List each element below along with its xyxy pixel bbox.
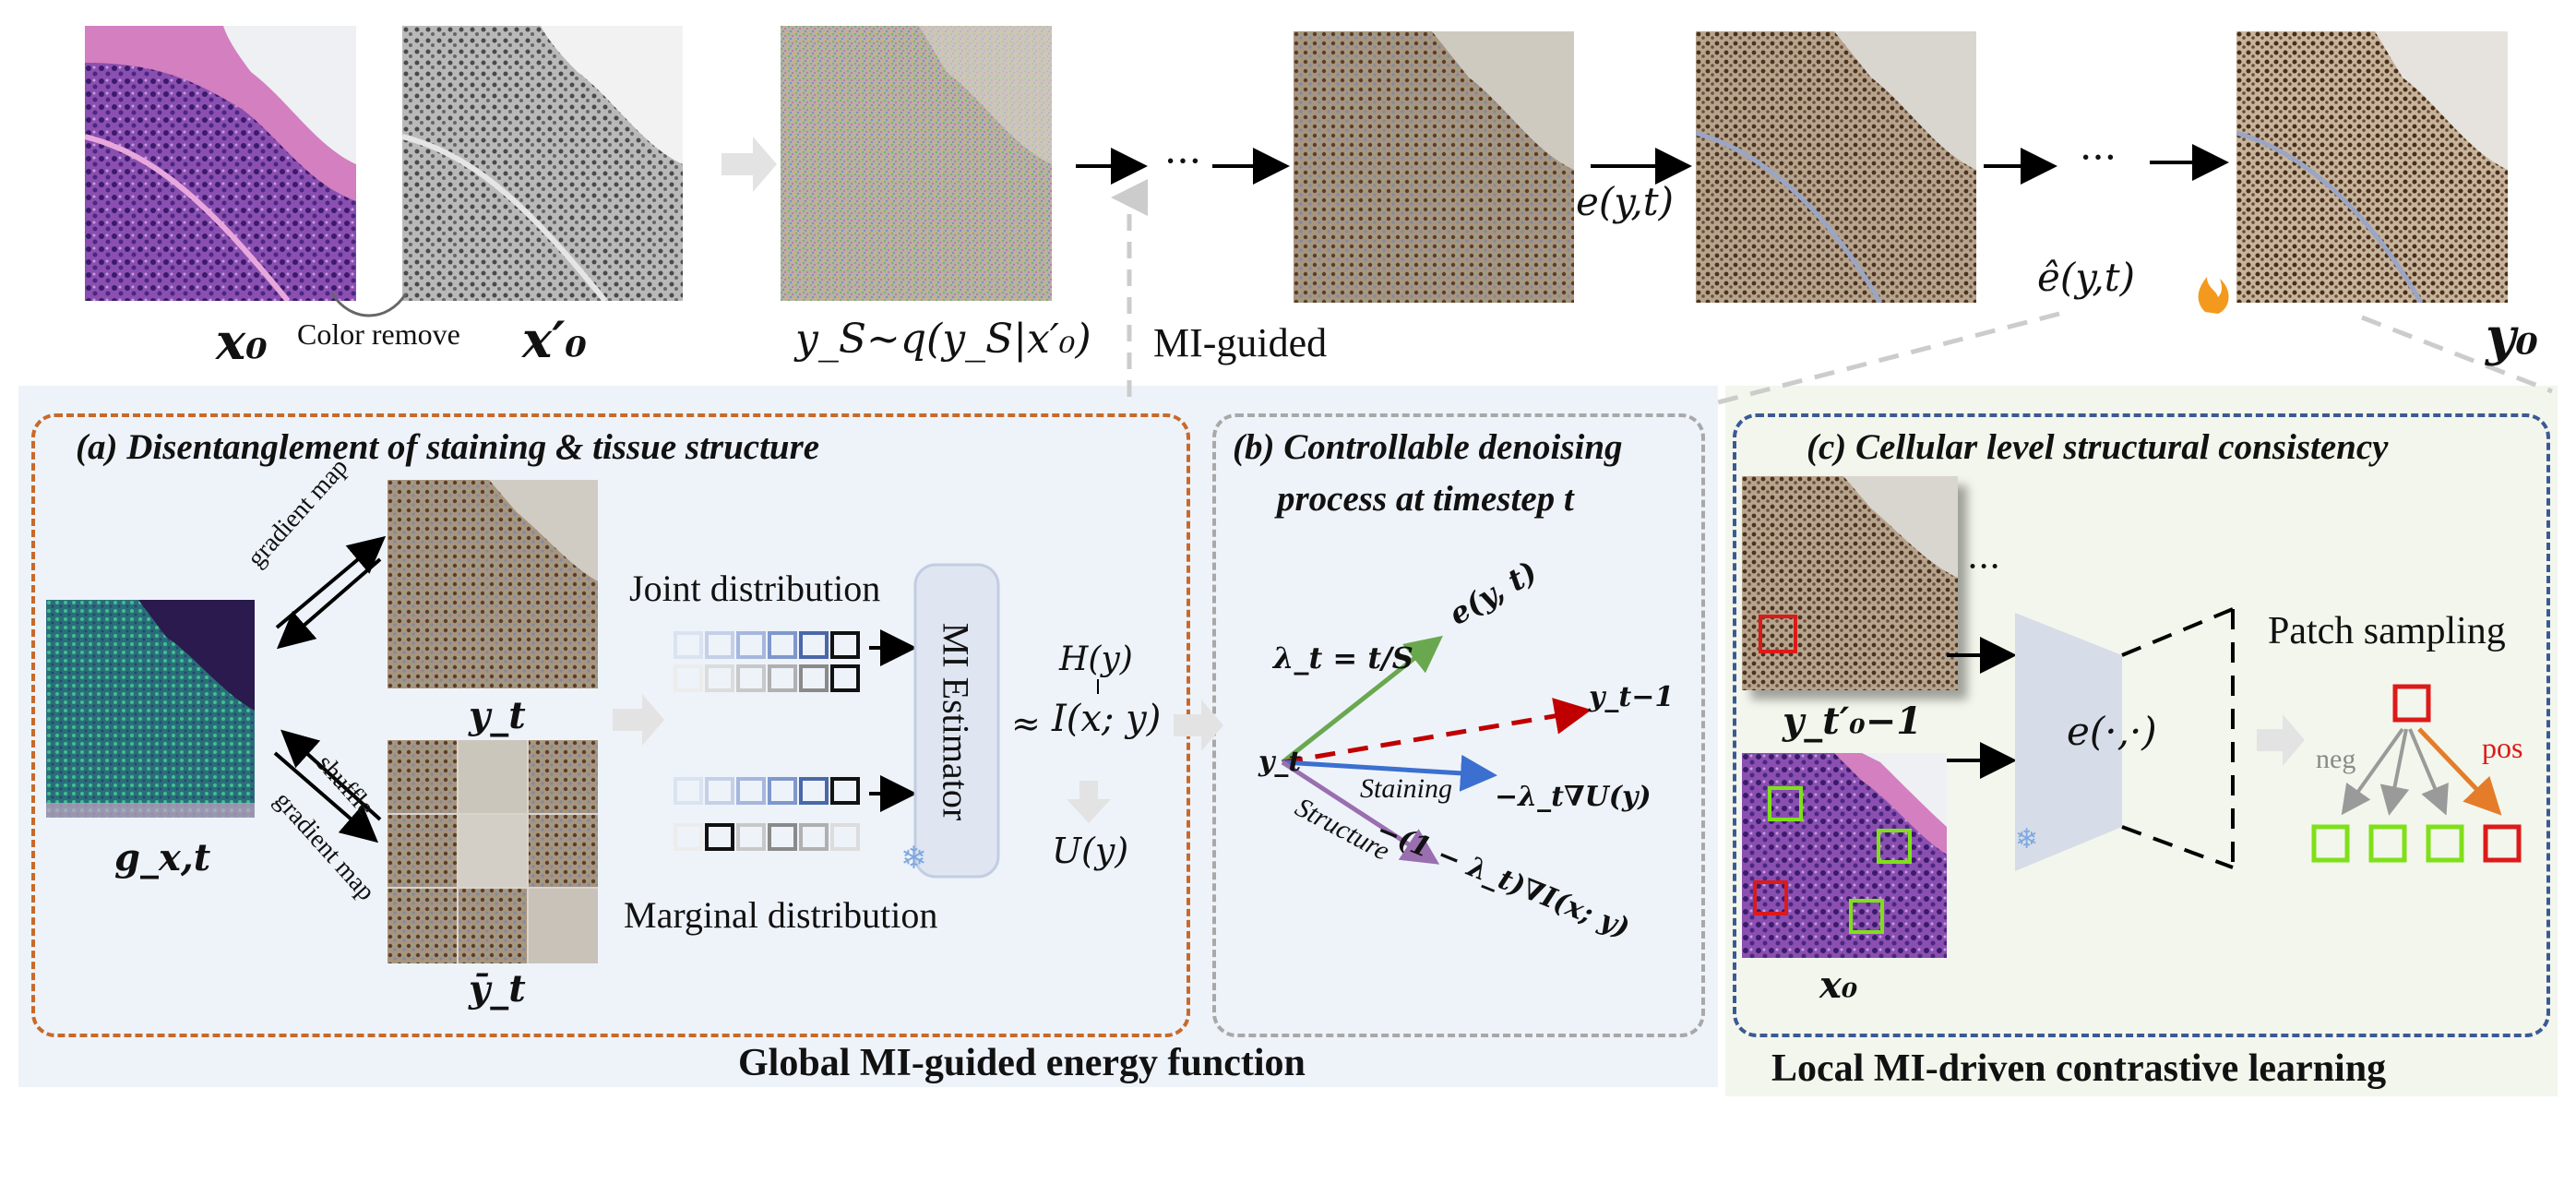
pos-patch-yt xyxy=(1759,615,1797,653)
label-e-yt: e(y,t) xyxy=(1576,179,1675,224)
yt-image xyxy=(388,480,598,688)
he-stained-image-x0 xyxy=(85,26,356,301)
panel-c-title: (c) Cellular level structural consistenc… xyxy=(1807,427,2389,467)
panel-b-title-line2: process at timestep t xyxy=(1277,479,1574,519)
label-y-t-minus-1: y_t−1 xyxy=(1589,681,1675,713)
neg-arrow-3 xyxy=(2408,728,2449,816)
label-i-xy: I(x; y) xyxy=(1052,698,1162,740)
color-remove-arrow xyxy=(330,293,408,317)
label-u-y: U(y) xyxy=(1052,831,1129,871)
vec-y-t-minus-1 xyxy=(1282,698,1592,765)
gradient-map-arrow-lower xyxy=(273,751,379,843)
pos-arrow xyxy=(2417,727,2502,816)
label-joint-distribution: Joint distribution xyxy=(629,568,881,609)
panel-c-box xyxy=(1733,413,2550,1037)
x0-patch-image xyxy=(1742,753,1947,958)
encoder-dash-top xyxy=(2121,607,2234,657)
block-arrow-top xyxy=(722,137,777,192)
grayscale-image-x0-prime xyxy=(402,26,683,301)
label-h-y: H(y) xyxy=(1059,640,1133,678)
label-staining: Staining xyxy=(1360,773,1453,804)
neg-patch-2 xyxy=(2368,824,2407,863)
label-c-dots: ··· xyxy=(1967,546,2001,587)
denoising-step-image-1 xyxy=(1294,31,1574,303)
label-dots-2: ··· xyxy=(2080,135,2117,180)
label-dots-1: ··· xyxy=(1164,138,1202,184)
label-g: g_x,t xyxy=(114,836,211,879)
flame-icon xyxy=(2198,277,2229,314)
label-mi-guided: MI-guided xyxy=(1153,320,1328,365)
label-mi-estimator: MI Estimator xyxy=(935,622,977,821)
label-approx: ≈ xyxy=(1011,703,1041,744)
gradient-map-arrow-up xyxy=(275,535,387,629)
label-encoder: e(·,·) xyxy=(2067,709,2157,754)
gradient-map-arrow-down xyxy=(276,557,382,650)
label-ehat-yt: ê(y,t) xyxy=(2037,255,2136,300)
label-pos: pos xyxy=(2482,731,2523,764)
label-y0: y₀ xyxy=(2486,306,2539,367)
block-arrow-a2 xyxy=(1174,700,1223,751)
neg-arrow-1 xyxy=(2341,727,2404,816)
label-yt0-minus-1: y_t′₀−1 xyxy=(1783,700,1923,743)
neg-arrow-2 xyxy=(2379,728,2410,816)
label-c-x0: x₀ xyxy=(1819,963,1858,1007)
panel-a-title: (a) Disentanglement of staining & tissue… xyxy=(76,427,820,467)
label-x0: x₀ xyxy=(216,312,268,371)
label-patch-sampling: Patch sampling xyxy=(2268,610,2506,652)
vec-staining xyxy=(1282,754,1497,792)
block-arrow-down-u xyxy=(1067,781,1111,823)
neg-patch-3 xyxy=(2426,824,2464,863)
shuffled-ybar-image xyxy=(388,740,598,963)
label-color-remove: Color remove xyxy=(297,317,460,351)
vec-structure xyxy=(1281,759,1440,865)
output-image-y0 xyxy=(2236,31,2508,303)
snowflake-icon-c: ❄ xyxy=(2015,823,2039,855)
mi-estimator-box xyxy=(913,563,1000,879)
panel-b-title-line1: (b) Controllable denoising xyxy=(1233,427,1623,467)
footer-global: Global MI-guided energy function xyxy=(738,1042,1306,1084)
vec-e-yt xyxy=(1281,635,1443,764)
noisy-image-ys xyxy=(781,26,1052,301)
zoom-line-left xyxy=(1717,311,2060,405)
block-arrow-c xyxy=(2257,714,2305,766)
label-lambda: λ_t = t/S xyxy=(1273,640,1413,676)
block-arrow-a1 xyxy=(613,694,664,746)
label-neg: neg xyxy=(2316,744,2356,774)
encoder-dash-bottom xyxy=(2121,825,2234,869)
anchor-patch xyxy=(2392,684,2431,723)
gradient-map-image-g xyxy=(46,600,255,818)
encoder-trapezoid xyxy=(2015,613,2122,871)
label-marginal-distribution: Marginal distribution xyxy=(624,894,938,936)
label-ybar: ȳ_t xyxy=(469,967,526,1011)
footer-local: Local MI-driven contrastive learning xyxy=(1771,1047,2387,1090)
label-b-yt: y_t xyxy=(1258,746,1302,778)
denoising-step-image-2 xyxy=(1696,31,1976,303)
label-yt: y_t xyxy=(469,694,526,737)
snowflake-icon-a: ❄ xyxy=(900,840,927,877)
label-x0-prime: x′₀ xyxy=(522,310,588,369)
zoom-line-right xyxy=(2361,315,2553,394)
neg-patch-1 xyxy=(2311,824,2350,863)
label-ys-formula: y_S~q(y_S|x′₀) xyxy=(795,316,1091,363)
yt0-stack-image xyxy=(1742,476,1958,690)
pos-patch xyxy=(2483,824,2522,863)
label-stain-term: −λ_t∇U(y) xyxy=(1495,781,1652,813)
